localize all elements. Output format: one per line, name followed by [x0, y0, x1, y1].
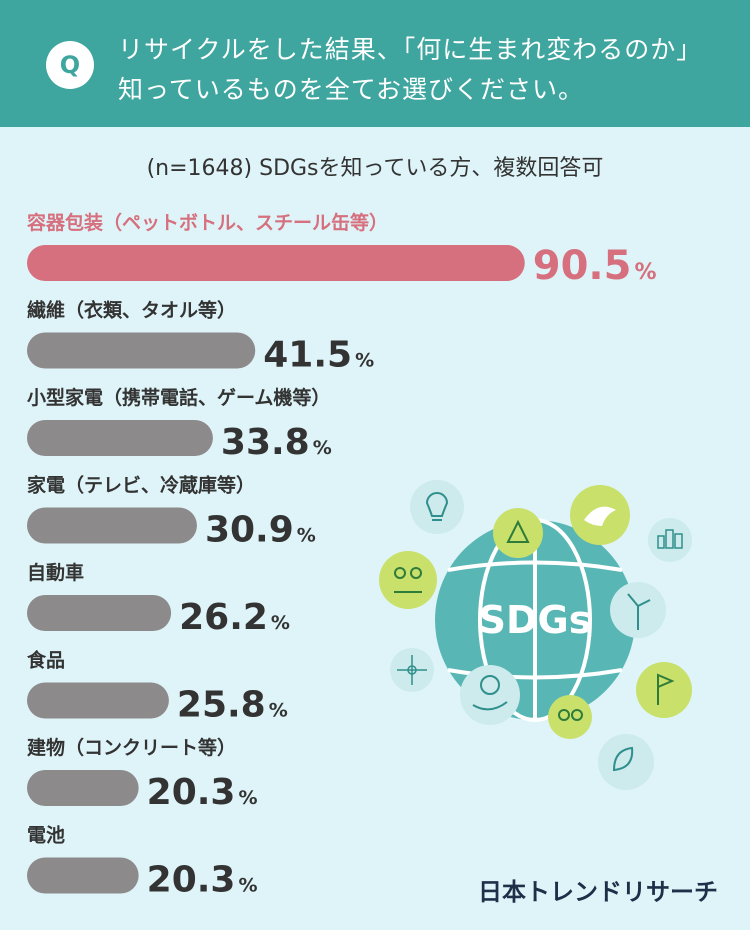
question-line-1: リサイクルをした結果、「何に生まれ変わるのか」	[118, 35, 703, 64]
bar	[27, 857, 139, 894]
bar	[27, 420, 213, 456]
wind-turbine-icon	[610, 582, 666, 638]
category-label: 自動車	[27, 561, 84, 584]
value-label: 30.9%	[205, 510, 316, 551]
value-label: 90.5%	[533, 243, 657, 289]
unit-label: %	[313, 437, 332, 459]
unit-label: %	[271, 612, 290, 634]
question-badge: Q	[46, 41, 94, 89]
recycle-icon	[493, 508, 543, 558]
value-label: 41.5%	[263, 335, 374, 376]
value-label: 33.8%	[221, 422, 332, 463]
people-icon	[379, 551, 437, 609]
gender-icon	[548, 695, 592, 739]
category-label: 繊維（衣類、タオル等）	[27, 299, 236, 322]
flag-icon	[636, 662, 692, 718]
globe-label: SDGs	[479, 598, 592, 642]
bar	[27, 245, 525, 281]
value-label: 26.2%	[179, 597, 290, 638]
question-line-2: 知っているものを全てお選びください。	[118, 75, 585, 104]
bar	[27, 332, 256, 369]
lightbulb-icon	[410, 480, 464, 534]
unit-label: %	[238, 787, 257, 809]
network-icon	[390, 648, 434, 692]
question-header: Q リサイクルをした結果、「何に生まれ変わるのか」 知っているものを全てお選びく…	[0, 0, 750, 127]
unit-label: %	[238, 875, 257, 897]
unit-label: %	[269, 700, 288, 722]
category-label: 電池	[27, 824, 65, 847]
unit-label: %	[355, 350, 374, 372]
unit-label: %	[634, 260, 656, 285]
city-icon	[648, 518, 692, 562]
value-label: 20.3%	[147, 860, 258, 901]
value-label: 20.3%	[147, 772, 258, 813]
bar	[27, 770, 139, 806]
sdgs-illustration: SDGs	[379, 480, 692, 790]
bird-icon	[570, 485, 630, 545]
category-label: 家電（テレビ、冷蔵庫等）	[27, 474, 255, 497]
tree-hand-icon	[460, 665, 520, 725]
leaf-icon	[598, 734, 654, 790]
bar	[27, 507, 197, 544]
category-label: 建物（コンクリート等）	[27, 736, 236, 759]
value-label: 25.8%	[177, 685, 288, 726]
bar	[27, 682, 169, 719]
category-label: 食品	[27, 649, 65, 672]
brand-logo: 日本トレンドリサーチ	[478, 878, 718, 906]
unit-label: %	[297, 525, 316, 547]
bar	[27, 595, 172, 631]
category-label: 容器包装（ペットボトル、スチール缶等）	[27, 211, 388, 234]
category-label: 小型家電（携帯電話、ゲーム機等）	[27, 386, 330, 409]
survey-subtitle: (n=1648) SDGsを知っている方、複数回答可	[146, 156, 604, 181]
